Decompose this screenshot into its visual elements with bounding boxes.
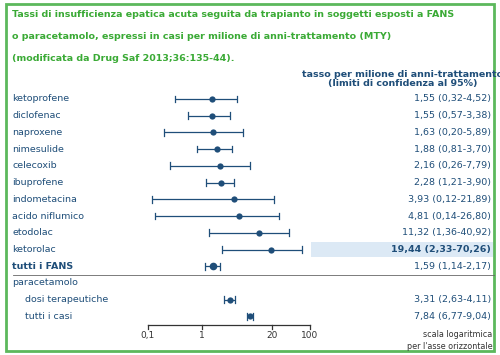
Text: tutti i FANS: tutti i FANS: [12, 262, 74, 271]
Text: 20: 20: [266, 331, 278, 340]
Text: nimesulide: nimesulide: [12, 144, 64, 154]
Text: ibuprofene: ibuprofene: [12, 178, 64, 187]
Bar: [310, 242, 493, 257]
Text: 100: 100: [302, 331, 318, 340]
Text: 4,81 (0,14-26,80): 4,81 (0,14-26,80): [408, 212, 491, 220]
Text: diclofenac: diclofenac: [12, 111, 61, 120]
FancyBboxPatch shape: [6, 4, 494, 351]
Text: 1,55 (0,57-3,38): 1,55 (0,57-3,38): [414, 111, 491, 120]
Text: ketorolac: ketorolac: [12, 245, 56, 254]
Text: 1: 1: [199, 331, 204, 340]
Text: paracetamolo: paracetamolo: [12, 278, 78, 288]
Text: 3,31 (2,63-4,11): 3,31 (2,63-4,11): [414, 295, 491, 304]
Text: tutti i casi: tutti i casi: [25, 312, 72, 321]
Text: 1,55 (0,32-4,52): 1,55 (0,32-4,52): [414, 94, 491, 103]
Text: acido niflumico: acido niflumico: [12, 212, 85, 220]
Text: 0,1: 0,1: [140, 331, 154, 340]
Text: 2,16 (0,26-7,79): 2,16 (0,26-7,79): [414, 161, 491, 170]
Text: o paracetamolo, espressi in casi per milione di anni-trattamento (MTY): o paracetamolo, espressi in casi per mil…: [12, 32, 392, 41]
Text: (limiti di confidenza al 95%): (limiti di confidenza al 95%): [328, 79, 477, 88]
Text: 1,59 (1,14-2,17): 1,59 (1,14-2,17): [414, 262, 491, 271]
Text: 11,32 (1,36-40,92): 11,32 (1,36-40,92): [402, 228, 491, 237]
Text: celecoxib: celecoxib: [12, 161, 57, 170]
Text: scala logaritmica
per l'asse orizzontale: scala logaritmica per l'asse orizzontale: [407, 330, 492, 351]
Text: indometacina: indometacina: [12, 195, 78, 204]
Text: 1,88 (0,81-3,70): 1,88 (0,81-3,70): [414, 144, 491, 154]
Text: tasso per milione di anni-trattamento: tasso per milione di anni-trattamento: [302, 70, 500, 79]
Text: dosi terapeutiche: dosi terapeutiche: [25, 295, 108, 304]
Text: naproxene: naproxene: [12, 128, 63, 137]
Text: Tassi di insufficienza epatica acuta seguita da trapianto in soggetti esposti a : Tassi di insufficienza epatica acuta seg…: [12, 10, 454, 19]
Text: 7,84 (6,77-9,04): 7,84 (6,77-9,04): [414, 312, 491, 321]
Text: etodolac: etodolac: [12, 228, 53, 237]
Text: ketoprofene: ketoprofene: [12, 94, 70, 103]
Text: 2,28 (1,21-3,90): 2,28 (1,21-3,90): [414, 178, 491, 187]
Text: 19,44 (2,33-70,26): 19,44 (2,33-70,26): [391, 245, 491, 254]
Text: 1,63 (0,20-5,89): 1,63 (0,20-5,89): [414, 128, 491, 137]
Text: (modificata da Drug Saf 2013;36:135-44).: (modificata da Drug Saf 2013;36:135-44).: [12, 54, 235, 63]
Text: 3,93 (0,12-21,89): 3,93 (0,12-21,89): [408, 195, 491, 204]
